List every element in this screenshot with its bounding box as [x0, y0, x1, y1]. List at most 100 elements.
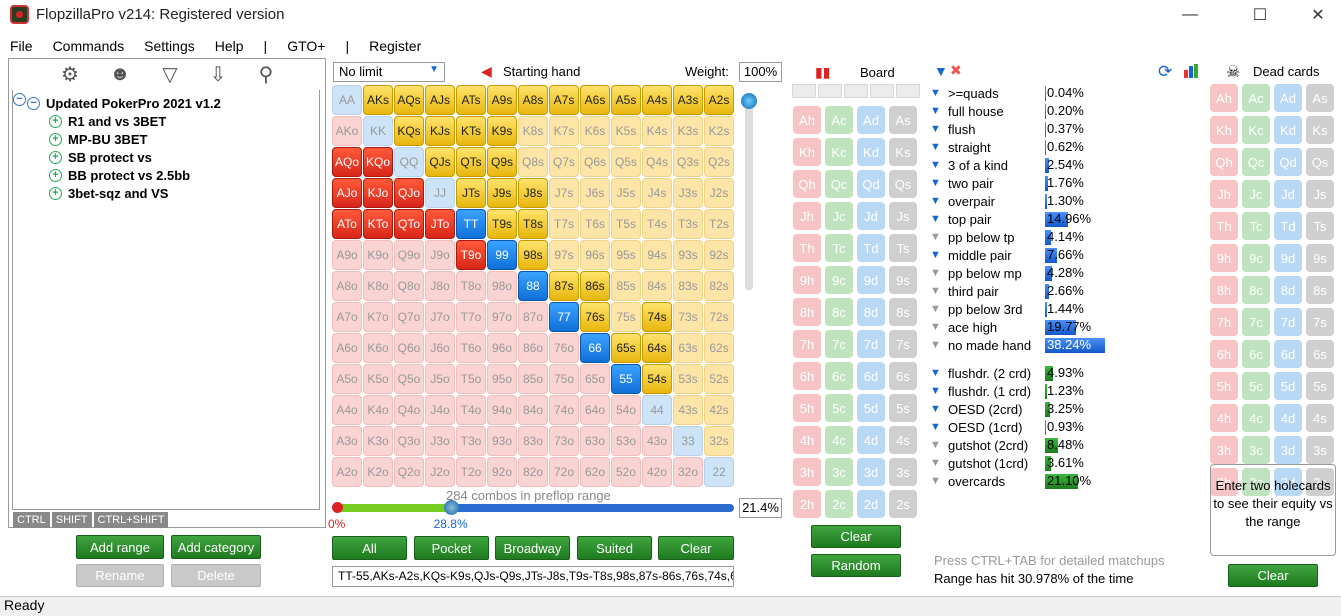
card-2d[interactable]: 2d: [857, 490, 885, 518]
filter-icon[interactable]: ▼: [934, 63, 948, 79]
hand-cell-J3s[interactable]: J3s: [673, 178, 703, 208]
hand-cell-75s[interactable]: 75s: [611, 302, 641, 332]
card-4c[interactable]: 4c: [825, 426, 853, 454]
hand-cell-97o[interactable]: 97o: [487, 302, 517, 332]
card-8s[interactable]: 8s: [1306, 276, 1334, 304]
hand-cell-Q7s[interactable]: Q7s: [549, 147, 579, 177]
card-8c[interactable]: 8c: [1242, 276, 1270, 304]
hand-cell-64o[interactable]: 64o: [580, 395, 610, 425]
stat-row[interactable]: ▼ OESD (2crd) 3.25%: [930, 400, 1190, 418]
card-9c[interactable]: 9c: [1242, 244, 1270, 272]
minimize-icon[interactable]: —: [1182, 6, 1198, 23]
card-Kc[interactable]: Kc: [1242, 116, 1270, 144]
expand-icon[interactable]: +: [49, 150, 62, 164]
bar-chart-icon[interactable]: [1184, 64, 1202, 78]
hand-cell-T5s[interactable]: T5s: [611, 209, 641, 239]
card-Ad[interactable]: Ad: [857, 106, 885, 134]
hand-cell-87o[interactable]: 87o: [518, 302, 548, 332]
hand-cell-A3o[interactable]: A3o: [332, 426, 362, 456]
range-slider-knob[interactable]: [443, 500, 459, 515]
card-3h[interactable]: 3h: [1210, 436, 1238, 464]
hand-cell-K6s[interactable]: K6s: [580, 116, 610, 146]
hand-cell-42s[interactable]: 42s: [704, 395, 734, 425]
hand-cell-63o[interactable]: 63o: [580, 426, 610, 456]
filter-icon[interactable]: ▼: [930, 321, 941, 333]
weight-input[interactable]: 100%: [739, 62, 782, 82]
hand-cell-73s[interactable]: 73s: [673, 302, 703, 332]
stat-row[interactable]: ▼ flushdr. (2 crd) 4.93%: [930, 364, 1190, 382]
card-Ks[interactable]: Ks: [889, 138, 917, 166]
board-slot[interactable]: [870, 84, 894, 98]
hand-cell-72s[interactable]: 72s: [704, 302, 734, 332]
vertical-slider-track[interactable]: [745, 95, 753, 290]
hand-cell-93s[interactable]: 93s: [673, 240, 703, 270]
card-8d[interactable]: 8d: [857, 298, 885, 326]
hand-cell-64s[interactable]: 64s: [642, 333, 672, 363]
filter-icon[interactable]: ▼: [930, 457, 941, 469]
hand-cell-Q3s[interactable]: Q3s: [673, 147, 703, 177]
hand-cell-74s[interactable]: 74s: [642, 302, 672, 332]
card-4d[interactable]: 4d: [1274, 404, 1302, 432]
board-slot[interactable]: [844, 84, 868, 98]
card-9d[interactable]: 9d: [1274, 244, 1302, 272]
card-6c[interactable]: 6c: [1242, 340, 1270, 368]
hand-cell-J2s[interactable]: J2s: [704, 178, 734, 208]
hand-cell-75o[interactable]: 75o: [549, 364, 579, 394]
hand-cell-T3o[interactable]: T3o: [456, 426, 486, 456]
hand-cell-KJo[interactable]: KJo: [363, 178, 393, 208]
card-Td[interactable]: Td: [857, 234, 885, 262]
suited-button[interactable]: Suited: [577, 536, 652, 560]
hand-cell-T6s[interactable]: T6s: [580, 209, 610, 239]
menu-item[interactable]: Help: [214, 38, 244, 54]
hand-cell-K7o[interactable]: K7o: [363, 302, 393, 332]
hand-cell-A6s[interactable]: A6s: [580, 85, 610, 115]
hand-cell-Q8o[interactable]: Q8o: [394, 271, 424, 301]
hand-cell-97s[interactable]: 97s: [549, 240, 579, 270]
hand-cell-J3o[interactable]: J3o: [425, 426, 455, 456]
range-text-input[interactable]: TT-55,AKs-A2s,KQs-K9s,QJs-Q9s,JTs-J8s,T9…: [332, 566, 734, 587]
stat-row[interactable]: ▼ third pair 2.66%: [930, 282, 1190, 300]
hand-cell-Q6o[interactable]: Q6o: [394, 333, 424, 363]
tree-root[interactable]: − Updated PokerPro 2021 v1.2: [27, 94, 221, 112]
hand-cell-52o[interactable]: 52o: [611, 457, 641, 487]
hand-cell-QQ[interactable]: QQ: [394, 147, 424, 177]
hand-cell-A8o[interactable]: A8o: [332, 271, 362, 301]
board-random-button[interactable]: Random: [811, 554, 901, 577]
hand-cell-J7o[interactable]: J7o: [425, 302, 455, 332]
hand-cell-82s[interactable]: 82s: [704, 271, 734, 301]
stat-row[interactable]: ▼ two pair 1.76%: [930, 174, 1190, 192]
hand-cell-65s[interactable]: 65s: [611, 333, 641, 363]
card-Ah[interactable]: Ah: [1210, 84, 1238, 112]
clear-filter-icon[interactable]: ✖: [950, 62, 962, 78]
hand-cell-93o[interactable]: 93o: [487, 426, 517, 456]
card-7d[interactable]: 7d: [857, 330, 885, 358]
tree-item[interactable]: + SB protect vs: [49, 148, 152, 166]
hand-cell-43s[interactable]: 43s: [673, 395, 703, 425]
hand-cell-A2o[interactable]: A2o: [332, 457, 362, 487]
card-4h[interactable]: 4h: [1210, 404, 1238, 432]
card-3h[interactable]: 3h: [793, 458, 821, 486]
hand-cell-A4s[interactable]: A4s: [642, 85, 672, 115]
tree-item[interactable]: + MP-BU 3BET: [49, 130, 147, 148]
hand-cell-55[interactable]: 55: [611, 364, 641, 394]
hand-cell-76o[interactable]: 76o: [549, 333, 579, 363]
stat-row[interactable]: ▼ pp below tp 4.14%: [930, 228, 1190, 246]
hand-cell-94s[interactable]: 94s: [642, 240, 672, 270]
card-Qc[interactable]: Qc: [825, 170, 853, 198]
stat-row[interactable]: ▼ top pair 14.96%: [930, 210, 1190, 228]
hand-cell-A3s[interactable]: A3s: [673, 85, 703, 115]
users-icon[interactable]: ☻: [109, 62, 131, 85]
stat-row[interactable]: ▼ flush 0.37%: [930, 120, 1190, 138]
hand-cell-A9o[interactable]: A9o: [332, 240, 362, 270]
menu-item[interactable]: Settings: [144, 38, 195, 54]
maximize-icon[interactable]: ☐: [1252, 7, 1268, 24]
hand-cell-54s[interactable]: 54s: [642, 364, 672, 394]
card-7d[interactable]: 7d: [1274, 308, 1302, 336]
card-9h[interactable]: 9h: [1210, 244, 1238, 272]
hand-cell-KQo[interactable]: KQo: [363, 147, 393, 177]
card-Jc[interactable]: Jc: [1242, 180, 1270, 208]
hand-cell-T2s[interactable]: T2s: [704, 209, 734, 239]
collapse-icon[interactable]: −: [27, 96, 40, 110]
hand-cell-A5o[interactable]: A5o: [332, 364, 362, 394]
hand-cell-K8o[interactable]: K8o: [363, 271, 393, 301]
